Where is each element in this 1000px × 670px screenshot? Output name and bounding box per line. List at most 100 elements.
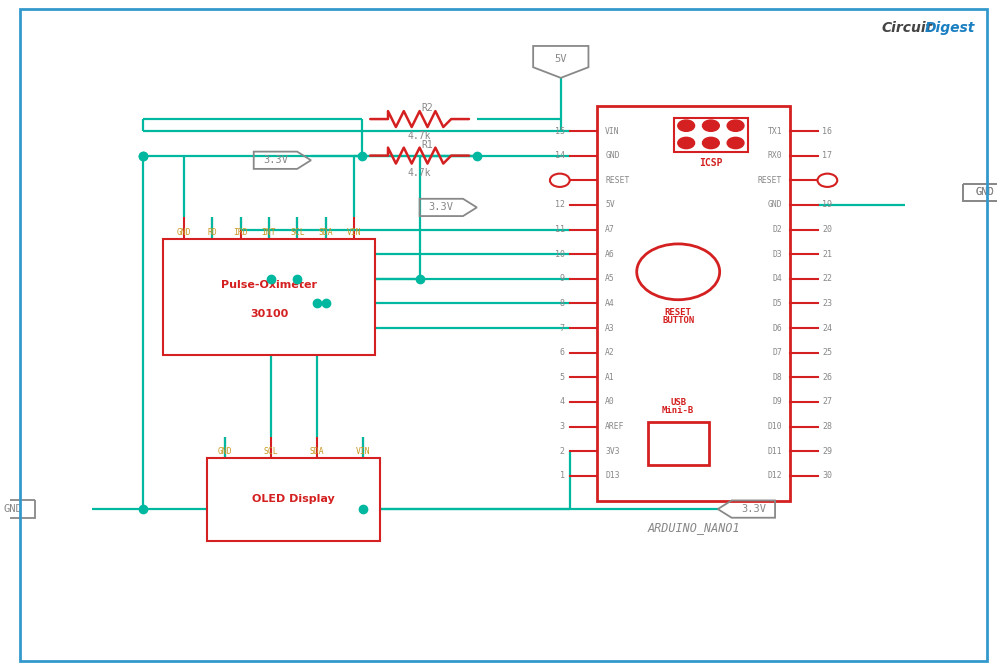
Text: 22: 22 — [822, 274, 832, 283]
Text: 9: 9 — [560, 274, 565, 283]
Text: RESET: RESET — [605, 176, 630, 185]
Text: ARDUINO_NANO1: ARDUINO_NANO1 — [647, 521, 740, 534]
Circle shape — [727, 137, 744, 149]
Text: GND: GND — [605, 151, 620, 160]
Text: D2: D2 — [772, 225, 782, 234]
Text: 29: 29 — [822, 447, 832, 456]
Bar — [674, 118, 748, 152]
Text: VIN: VIN — [356, 447, 370, 456]
Text: SCL: SCL — [290, 228, 305, 237]
Text: AREF: AREF — [605, 422, 625, 431]
Text: SDA: SDA — [318, 228, 333, 237]
Text: 5: 5 — [560, 373, 565, 382]
Bar — [163, 239, 375, 355]
Text: A7: A7 — [605, 225, 615, 234]
Text: RESET: RESET — [758, 176, 782, 185]
Text: 3: 3 — [560, 422, 565, 431]
Text: SCL: SCL — [263, 447, 278, 456]
Text: 12: 12 — [555, 200, 565, 210]
Text: VIN: VIN — [347, 228, 361, 237]
Text: IRD: IRD — [233, 228, 248, 237]
Text: 3.3V: 3.3V — [263, 155, 288, 165]
Text: INT: INT — [262, 228, 276, 237]
Text: 6: 6 — [560, 348, 565, 357]
Text: GND: GND — [177, 228, 191, 237]
Text: D11: D11 — [767, 447, 782, 456]
Text: RD: RD — [208, 228, 217, 237]
Circle shape — [702, 120, 719, 131]
Text: ICSP: ICSP — [700, 157, 723, 168]
Text: 10: 10 — [555, 250, 565, 259]
Circle shape — [637, 244, 720, 299]
Text: 14: 14 — [555, 151, 565, 160]
Text: 24: 24 — [822, 324, 832, 332]
Text: R1: R1 — [422, 139, 433, 149]
Text: D7: D7 — [772, 348, 782, 357]
Text: A0: A0 — [605, 397, 615, 407]
Circle shape — [550, 174, 570, 187]
Text: 30: 30 — [822, 472, 832, 480]
Text: A6: A6 — [605, 250, 615, 259]
Text: D9: D9 — [772, 397, 782, 407]
Text: 21: 21 — [822, 250, 832, 259]
Text: A1: A1 — [605, 373, 615, 382]
Text: GND: GND — [767, 200, 782, 210]
Text: D8: D8 — [772, 373, 782, 382]
Text: A3: A3 — [605, 324, 615, 332]
Circle shape — [678, 120, 695, 131]
Text: 16: 16 — [822, 127, 832, 135]
Text: D13: D13 — [605, 472, 620, 480]
Text: 23: 23 — [822, 299, 832, 308]
Circle shape — [818, 174, 837, 187]
Bar — [597, 106, 790, 501]
Text: TX1: TX1 — [767, 127, 782, 135]
Text: 11: 11 — [555, 225, 565, 234]
Text: D12: D12 — [767, 472, 782, 480]
Text: GND: GND — [217, 447, 232, 456]
Circle shape — [727, 120, 744, 131]
Text: 8: 8 — [560, 299, 565, 308]
Text: 4.7k: 4.7k — [408, 168, 431, 178]
Text: D3: D3 — [772, 250, 782, 259]
Text: 2: 2 — [560, 447, 565, 456]
Text: USB: USB — [670, 399, 686, 407]
Text: 19: 19 — [822, 200, 832, 210]
Text: D6: D6 — [772, 324, 782, 332]
Text: 27: 27 — [822, 397, 832, 407]
Text: Pulse-Oximeter: Pulse-Oximeter — [221, 280, 317, 290]
Text: D5: D5 — [772, 299, 782, 308]
Text: 4.7k: 4.7k — [408, 131, 431, 141]
Text: OLED Display: OLED Display — [252, 494, 335, 505]
Text: 17: 17 — [822, 151, 832, 160]
Text: 18: 18 — [822, 176, 832, 185]
Text: Mini-B: Mini-B — [662, 407, 694, 415]
Text: R2: R2 — [422, 103, 433, 113]
Text: 15: 15 — [555, 127, 565, 135]
Text: 28: 28 — [822, 422, 832, 431]
Text: BUTTON: BUTTON — [662, 316, 694, 325]
Text: A4: A4 — [605, 299, 615, 308]
Bar — [648, 422, 709, 465]
Text: 7: 7 — [560, 324, 565, 332]
Text: VIN: VIN — [605, 127, 620, 135]
Text: RESET: RESET — [665, 308, 692, 317]
Text: 5V: 5V — [555, 54, 567, 64]
Text: 13: 13 — [555, 176, 565, 185]
Text: Circuit: Circuit — [882, 21, 933, 35]
Text: A5: A5 — [605, 274, 615, 283]
Text: GND: GND — [975, 187, 994, 197]
Text: D4: D4 — [772, 274, 782, 283]
Text: D10: D10 — [767, 422, 782, 431]
Text: RX0: RX0 — [767, 151, 782, 160]
Text: 3V3: 3V3 — [605, 447, 620, 456]
Text: A2: A2 — [605, 348, 615, 357]
Bar — [207, 458, 380, 541]
Text: 5V: 5V — [605, 200, 615, 210]
Text: 26: 26 — [822, 373, 832, 382]
Text: GND: GND — [3, 504, 22, 514]
Text: Digest: Digest — [925, 21, 976, 35]
Text: 4: 4 — [560, 397, 565, 407]
Text: 25: 25 — [822, 348, 832, 357]
Text: SDA: SDA — [309, 447, 324, 456]
Text: 3.3V: 3.3V — [429, 202, 454, 212]
